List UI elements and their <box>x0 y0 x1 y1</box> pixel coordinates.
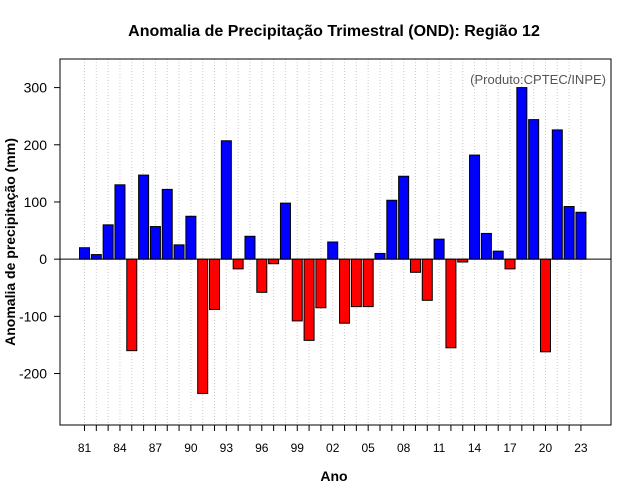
x-tick-label: 96 <box>255 441 269 455</box>
bar-85 <box>126 258 138 352</box>
x-axis-label: Ano <box>320 468 347 484</box>
bar-10 <box>421 258 433 301</box>
bar-18 <box>516 87 528 260</box>
bar-94 <box>232 258 244 270</box>
x-tick-label: 08 <box>397 441 411 455</box>
bar-15 <box>480 232 492 260</box>
y-axis: -200 -100 0 100 200 300 <box>19 80 60 382</box>
bar-87 <box>149 226 161 260</box>
bar-00 <box>303 258 315 341</box>
x-tick-label: 05 <box>362 441 376 455</box>
bar-01 <box>315 258 327 309</box>
x-tick-label: 99 <box>291 441 305 455</box>
bar-22 <box>563 206 575 260</box>
bar-21 <box>551 129 563 260</box>
y-tick-label: 0 <box>39 251 47 267</box>
bar-series <box>79 87 587 395</box>
x-tick-label: 23 <box>574 441 588 455</box>
bar-06 <box>374 252 386 260</box>
bar-02 <box>327 241 339 260</box>
y-tick-label: 100 <box>24 194 48 210</box>
bar-91 <box>197 258 209 395</box>
bar-97 <box>268 258 280 265</box>
x-tick-label: 11 <box>433 441 446 455</box>
bar-98 <box>279 202 291 260</box>
bar-05 <box>362 258 374 308</box>
bar-84 <box>114 184 126 260</box>
product-credit: (Produto:CPTEC/INPE) <box>470 72 606 87</box>
bar-07 <box>386 199 398 260</box>
chart-title: Anomalia de Precipitação Trimestral (OND… <box>128 23 540 40</box>
bar-12 <box>445 258 457 349</box>
bar-17 <box>504 258 516 270</box>
y-axis-label: Anomalia de precipitação (mm) <box>2 138 18 346</box>
bar-16 <box>492 250 504 260</box>
x-tick-label: 17 <box>503 441 517 455</box>
bar-99 <box>291 258 303 322</box>
x-tick-label: 81 <box>78 441 92 455</box>
bar-08 <box>398 175 410 260</box>
bar-89 <box>173 244 185 260</box>
x-tick-label: 93 <box>220 441 234 455</box>
bar-83 <box>102 224 114 260</box>
bar-93 <box>220 140 232 260</box>
y-tick-label: 300 <box>24 80 48 96</box>
bar-86 <box>138 174 150 260</box>
bar-88 <box>161 188 173 260</box>
y-tick-label: -200 <box>19 366 47 382</box>
bar-03 <box>339 258 351 324</box>
bar-04 <box>350 258 362 308</box>
bar-95 <box>244 235 256 260</box>
x-tick-label: 14 <box>468 441 482 455</box>
bar-23 <box>575 211 587 260</box>
x-tick-label: 20 <box>539 441 553 455</box>
bar-92 <box>209 258 221 310</box>
bar-19 <box>528 119 540 260</box>
bar-96 <box>256 258 268 293</box>
y-tick-label: -100 <box>19 308 47 324</box>
bar-09 <box>409 258 421 273</box>
bar-11 <box>433 238 445 260</box>
plot-frame <box>59 58 612 426</box>
bar-14 <box>469 154 481 260</box>
x-axis: 81 84 87 90 93 96 99 02 05 08 11 14 17 20 23 <box>78 425 588 455</box>
bar-90 <box>185 215 197 260</box>
bar-82 <box>90 254 102 260</box>
x-tick-label: 02 <box>326 441 340 455</box>
x-tick-label: 84 <box>113 441 127 455</box>
x-tick-label: 87 <box>149 441 163 455</box>
bar-81 <box>79 247 90 260</box>
y-tick-label: 200 <box>24 137 48 153</box>
bar-20 <box>539 258 551 353</box>
x-tick-label: 90 <box>184 441 198 455</box>
